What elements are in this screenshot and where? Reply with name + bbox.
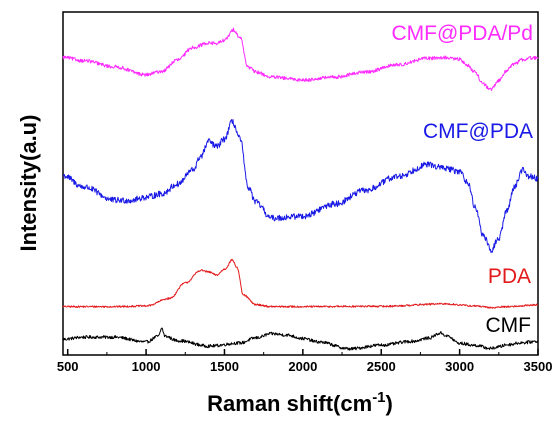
x-axis-title: Raman shift(cm-1): [207, 389, 393, 416]
series-line-0: [62, 327, 539, 351]
plot-area-border: [62, 11, 539, 356]
x-tick-label-3500: 3500: [524, 359, 553, 374]
series-lines: [62, 27, 539, 351]
y-axis-title: Intensity(a.u): [16, 115, 41, 252]
x-tick-label-2500: 2500: [367, 359, 396, 374]
series-label-3: CMF@PDA/Pd: [391, 22, 533, 45]
series-label-2: CMF@PDA: [423, 120, 533, 143]
x-axis-title-main: Raman shift(cm: [207, 391, 372, 416]
series-label-0: CMF: [486, 314, 532, 337]
series-label-1: PDA: [488, 265, 531, 288]
x-axis-tick-labels: 500 1000 1500 2000 2500 3000 3500: [57, 359, 553, 374]
series-line-1: [62, 258, 539, 309]
x-axis-ticks: [66, 349, 539, 355]
series-labels: CMF PDA CMF@PDA CMF@PDA/Pd: [391, 22, 533, 337]
x-tick-label-1500: 1500: [210, 359, 239, 374]
x-tick-label-3000: 3000: [445, 359, 474, 374]
series-line-2: [62, 118, 539, 254]
x-tick-label-500: 500: [57, 359, 79, 374]
x-axis-title-close: ): [386, 391, 393, 416]
series-line-3: [62, 27, 539, 92]
x-tick-label-2000: 2000: [288, 359, 317, 374]
x-axis-title-superscript: -1: [372, 389, 385, 406]
x-tick-label-1000: 1000: [132, 359, 161, 374]
